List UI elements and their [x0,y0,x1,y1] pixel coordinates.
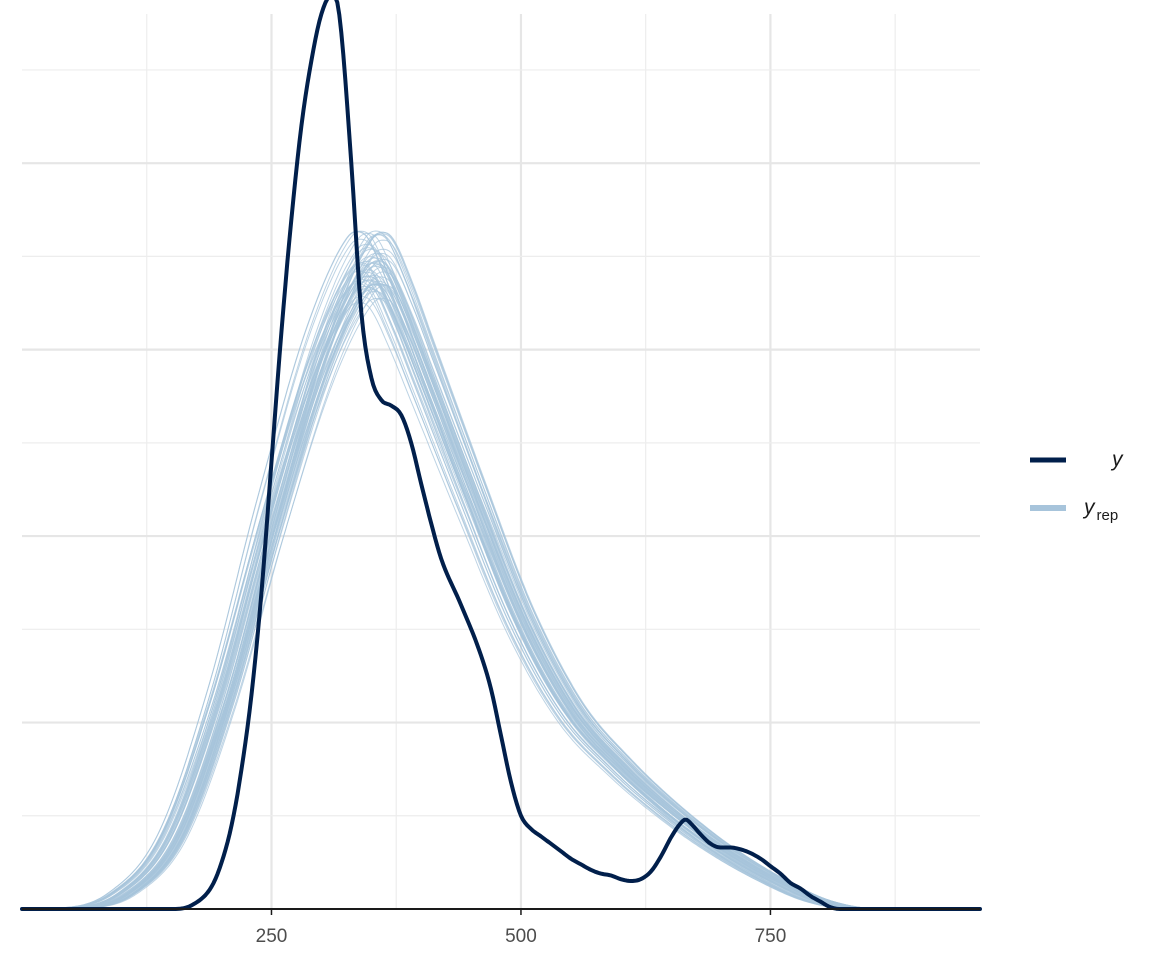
yrep-draw-line [22,282,980,910]
x-axis-ticks: 250 500 750 [256,909,787,947]
legend-label-yrep: y rep [1082,496,1118,524]
x-tick-label: 500 [505,926,537,947]
x-tick-label: 750 [755,926,787,947]
yrep-draw-line [22,231,980,910]
yrep-draw-line [22,279,980,910]
legend: y y rep [1030,448,1124,524]
yrep-draw-line [22,280,980,910]
yrep-draw-line [22,231,980,910]
yrep-draw-line [22,280,980,910]
yrep-draw-line [22,278,980,910]
yrep-draw-line [22,280,980,910]
legend-label-y: y [1110,448,1124,471]
y-density-line [20,0,982,911]
yrep-draw-line [22,276,980,910]
yrep-density-lines [21,230,980,910]
x-tick-label: 250 [256,926,288,947]
yrep-draw-line [22,283,980,910]
yrep-draw-line [22,276,980,910]
grid-lines [22,14,980,909]
yrep-draw-line [22,282,980,910]
